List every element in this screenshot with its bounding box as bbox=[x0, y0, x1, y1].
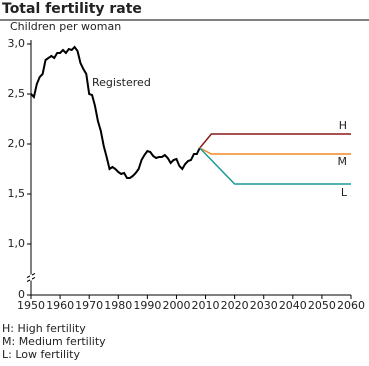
series-line bbox=[199, 133, 351, 149]
y-tick-label: 3,0 bbox=[8, 37, 26, 50]
x-tick-label: 2060 bbox=[337, 299, 365, 312]
x-tick-label: 2030 bbox=[250, 299, 278, 312]
y-tick-label: 2,0 bbox=[8, 137, 26, 150]
x-tick-label: 1970 bbox=[75, 299, 103, 312]
y-tick-label: 2,5 bbox=[8, 87, 26, 100]
x-tick-label: 2000 bbox=[162, 299, 190, 312]
x-tick-label: 2010 bbox=[192, 299, 220, 312]
footnote: H: High fertility bbox=[2, 322, 86, 335]
series-label: L bbox=[341, 186, 348, 199]
series-line bbox=[199, 147, 351, 155]
y-tick-label: 1,5 bbox=[8, 187, 26, 200]
x-tick-label: 1950 bbox=[17, 299, 45, 312]
series-label: Registered bbox=[92, 76, 151, 89]
y-axis-label: Children per woman bbox=[10, 20, 121, 33]
x-tick-label: 1960 bbox=[46, 299, 74, 312]
y-tick-label: 0 bbox=[18, 288, 25, 301]
series-label: H bbox=[339, 119, 347, 132]
x-tick-label: 2050 bbox=[308, 299, 336, 312]
y-tick-label: 1,0 bbox=[8, 237, 26, 250]
x-tick-label: 2020 bbox=[221, 299, 249, 312]
chart-title: Total fertility rate bbox=[2, 1, 142, 17]
footnote: L: Low fertility bbox=[2, 348, 80, 361]
axis-break-gap bbox=[30, 274, 32, 281]
footnote: M: Medium fertility bbox=[2, 335, 106, 348]
series-label: M bbox=[338, 155, 348, 168]
x-tick-label: 1980 bbox=[104, 299, 132, 312]
series-line bbox=[199, 147, 351, 185]
series-line bbox=[30, 45, 201, 179]
x-tick-label: 1990 bbox=[133, 299, 161, 312]
x-tick-label: 2040 bbox=[279, 299, 307, 312]
